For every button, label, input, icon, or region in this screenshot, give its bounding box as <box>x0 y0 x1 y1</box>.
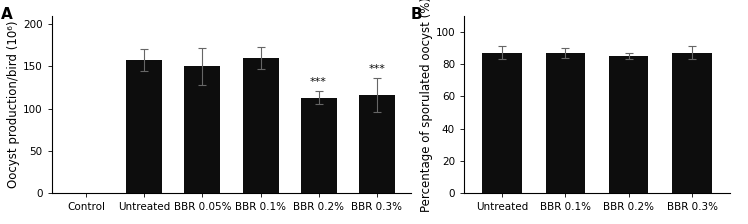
Y-axis label: Percentage of sporulated oocyst (%): Percentage of sporulated oocyst (%) <box>420 0 432 212</box>
Bar <box>546 53 585 193</box>
Bar <box>242 58 278 193</box>
Bar <box>126 60 162 193</box>
Bar <box>301 98 337 193</box>
Text: B: B <box>411 7 423 22</box>
Bar <box>185 66 221 193</box>
Bar <box>672 53 711 193</box>
Text: ***: *** <box>310 77 327 87</box>
Bar <box>482 53 521 193</box>
Y-axis label: Oocyst production/bird (10⁶): Oocyst production/bird (10⁶) <box>7 21 20 188</box>
Bar <box>609 56 649 193</box>
Text: A: A <box>1 7 13 22</box>
Text: ***: *** <box>368 64 385 74</box>
Bar <box>358 95 395 193</box>
